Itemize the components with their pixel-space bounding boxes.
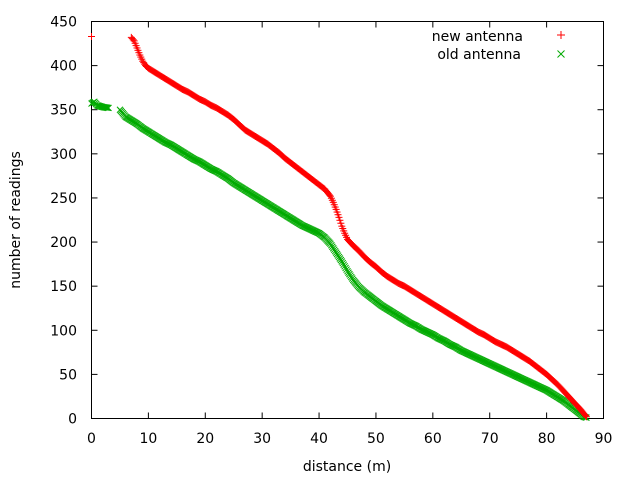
x-axis-title: distance (m) xyxy=(303,459,391,475)
data-point xyxy=(581,412,589,420)
y-tick-label-100: 100 xyxy=(50,323,77,339)
legend-cross-icon xyxy=(557,50,565,58)
y-tick-label-350: 350 xyxy=(50,103,77,119)
series-layer xyxy=(88,32,590,421)
x-tick-label-40: 40 xyxy=(310,431,328,447)
legend-marker-old-antenna xyxy=(557,50,565,58)
x-tick-label-30: 30 xyxy=(253,431,271,447)
data-point xyxy=(102,104,110,111)
axis-ticks xyxy=(91,21,604,419)
x-tick-label-10: 10 xyxy=(139,431,157,447)
legend-plus-icon xyxy=(557,31,565,39)
series-new-antenna xyxy=(88,32,590,421)
y-tick-label-200: 200 xyxy=(50,235,77,251)
y-tick-label-400: 400 xyxy=(50,59,77,75)
x-tick-label-0: 0 xyxy=(87,431,96,447)
plot-frame xyxy=(91,21,604,419)
y-tick-label-0: 0 xyxy=(68,412,77,428)
x-tick-label-20: 20 xyxy=(196,431,214,447)
y-tick-label-300: 300 xyxy=(50,147,77,163)
x-tick-label-70: 70 xyxy=(481,431,499,447)
data-point xyxy=(336,216,344,224)
data-point xyxy=(335,213,343,221)
y-tick-label-450: 450 xyxy=(50,15,77,31)
y-tick-label-50: 50 xyxy=(59,367,77,383)
data-point xyxy=(88,32,95,40)
axis-tick-labels: 0 10 20 30 40 50 60 70 80 90 0 50 100 150 200 250 300 350… xyxy=(50,15,612,448)
y-tick-label-250: 250 xyxy=(50,191,77,207)
legend-label-new-antenna: new antenna xyxy=(432,29,523,45)
legend-marker-new-antenna xyxy=(557,31,565,39)
data-point xyxy=(105,104,112,112)
data-point xyxy=(103,104,111,112)
x-tick-label-80: 80 xyxy=(538,431,556,447)
data-point xyxy=(337,219,345,227)
x-tick-label-60: 60 xyxy=(424,431,442,447)
legend: new antenna old antenna xyxy=(432,29,565,63)
data-point xyxy=(129,36,137,44)
x-tick-label-50: 50 xyxy=(367,431,385,447)
legend-label-old-antenna: old antenna xyxy=(437,47,521,63)
y-tick-label-150: 150 xyxy=(50,279,77,295)
data-point xyxy=(104,104,111,112)
data-point xyxy=(582,413,590,421)
y-axis-title: number of readings xyxy=(8,151,24,289)
x-tick-label-90: 90 xyxy=(595,431,613,447)
